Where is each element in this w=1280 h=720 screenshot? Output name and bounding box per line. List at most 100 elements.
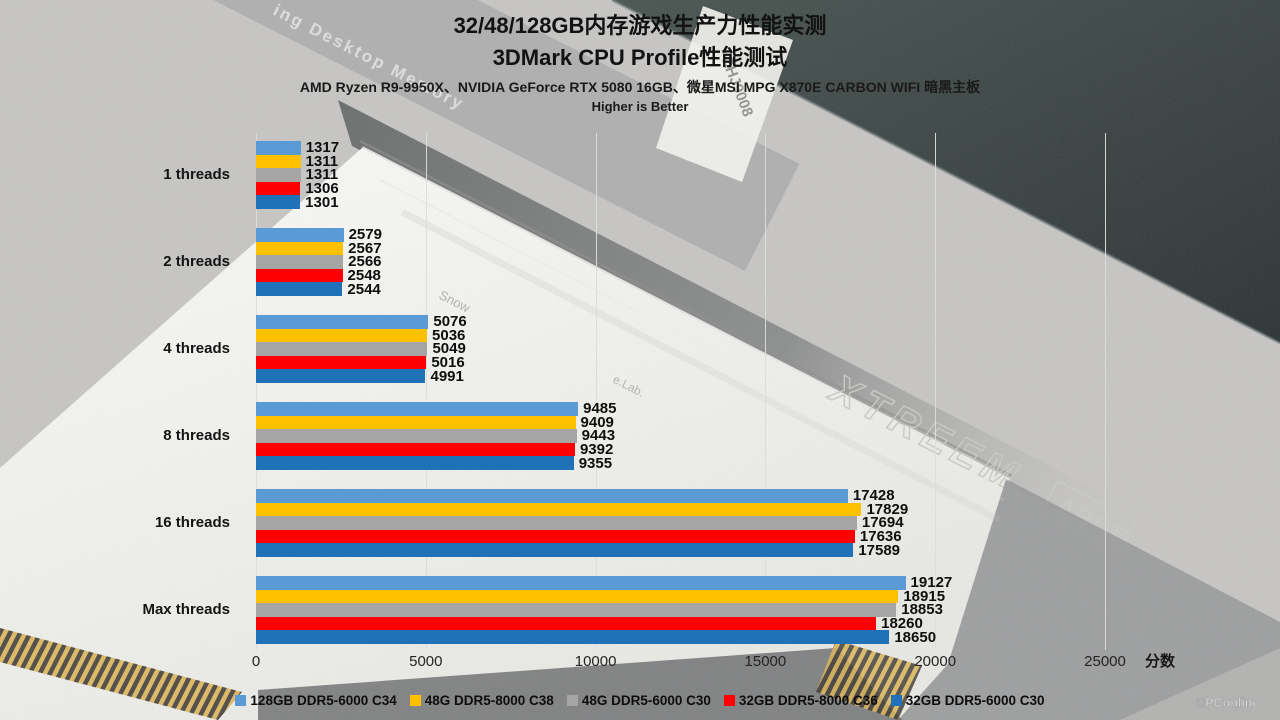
bar-group: 19127 18915 18853 18260 18650	[256, 574, 1105, 646]
bar	[256, 456, 574, 470]
plot-area: 1317 1311 1311 1306 1301 2579 2567 2566 2548 2544…	[256, 133, 1106, 650]
bar	[256, 355, 427, 370]
legend-label: 32GB DDR5-6000 C30	[905, 693, 1045, 708]
bar	[256, 489, 848, 503]
bar	[256, 402, 579, 416]
bar-value-label: 18650	[894, 628, 937, 646]
bar	[256, 328, 428, 343]
bar-value-label: 19127	[910, 574, 953, 592]
category-label: 16 threads	[154, 514, 230, 531]
bar-row: 2579	[256, 226, 1105, 244]
bar-row: 5076	[256, 314, 1105, 329]
bar-row: 1301	[256, 195, 1105, 210]
bar	[256, 529, 855, 544]
bar-value-label: 5036	[432, 326, 466, 344]
bar	[256, 342, 428, 356]
bar-value-label: 17428	[852, 487, 895, 505]
bar	[256, 369, 426, 383]
bar	[256, 543, 854, 557]
chart-subtitle: 3DMark CPU Profile性能测试	[492, 45, 788, 71]
bar-row: 9485	[256, 400, 1105, 418]
legend-swatch	[566, 695, 578, 706]
category-label: 1 threads	[163, 166, 230, 183]
legend-item: 48G DDR5-6000 C30	[566, 693, 711, 708]
category-label: 8 threads	[163, 427, 230, 444]
grid-line	[765, 133, 767, 650]
bar	[256, 315, 429, 329]
bar-value-label: 1311	[305, 152, 339, 170]
bar-group: 17428 17829 17694 17636 17589	[256, 487, 1105, 558]
bar-value-label: 2548	[347, 267, 381, 285]
bar-group: 2579 2567 2566 2548 2544	[256, 226, 1105, 297]
bar-group: 9485 9409 9443 9392 9355	[256, 400, 1105, 471]
grid-line	[595, 133, 597, 650]
legend-item: 32GB DDR5-6000 C30	[890, 693, 1045, 708]
category-label: 2 threads	[163, 253, 230, 270]
x-tick-label: 20000	[914, 653, 957, 670]
bar-row: 4991	[256, 369, 1105, 384]
bar	[256, 255, 344, 269]
bar-row: 18853	[256, 601, 1105, 619]
legend-swatch	[723, 695, 735, 706]
grid-line	[256, 133, 257, 650]
test-platform-info: AMD Ryzen R9-9950X、NVIDIA GeForce RTX 50…	[299, 78, 981, 95]
category-label: Max threads	[142, 601, 230, 618]
bar	[256, 442, 575, 457]
bar-row: 17694	[256, 515, 1105, 530]
bar	[256, 195, 301, 209]
legend-item: 32GB DDR5-8000 C36	[723, 693, 878, 708]
bar-row: 5049	[256, 340, 1105, 358]
bar-group: 5076 5036 5049 5016 4991	[256, 314, 1105, 384]
legend-label: 128GB DDR5-6000 C34	[250, 693, 397, 708]
bar-value-label: 2579	[348, 226, 382, 244]
bar	[256, 603, 897, 617]
x-axis: 0 5000 10000 15000 20000 25000 分数	[252, 653, 1216, 676]
bar-row: 5036	[256, 326, 1105, 344]
bar-value-label: 5016	[431, 354, 465, 372]
bar-row: 17829	[256, 502, 1105, 517]
bar	[256, 181, 301, 196]
bar-row: 17428	[256, 487, 1105, 505]
grid-line	[1105, 133, 1106, 650]
bar-value-label: 5049	[432, 340, 466, 358]
bar-row: 9409	[256, 413, 1105, 431]
bar-row: 17636	[256, 529, 1105, 544]
bar-row: 2566	[256, 254, 1105, 269]
higher-is-better-note: Higher is Better	[591, 98, 689, 114]
legend-swatch	[409, 695, 421, 706]
bar	[256, 415, 576, 430]
bar-value-label: 9392	[579, 441, 614, 459]
bar-value-label: 1317	[305, 139, 340, 157]
bar	[256, 141, 301, 155]
bar-row: 17589	[256, 543, 1105, 558]
bar-row: 18650	[256, 628, 1105, 646]
bar-row: 2548	[256, 267, 1105, 285]
bar	[256, 241, 344, 256]
x-tick-label: 5000	[409, 653, 443, 670]
legend-label: 32GB DDR5-8000 C36	[738, 693, 878, 708]
bar-value-label: 9485	[583, 400, 617, 418]
bar	[256, 154, 301, 169]
bar-row: 1317	[256, 139, 1105, 157]
bar-row: 1311	[256, 152, 1105, 170]
bar-value-label: 9409	[580, 413, 614, 431]
x-axis-unit-label: 分数	[1144, 653, 1176, 670]
bar	[256, 268, 343, 283]
bar-row: 9392	[256, 441, 1105, 459]
x-tick-label: 25000	[1084, 653, 1126, 670]
bar-value-label: 9443	[581, 427, 616, 445]
chart-title: 32/48/128GB内存游戏生产力性能实测	[453, 13, 827, 38]
legend-item: 128GB DDR5-6000 C34	[235, 693, 397, 708]
bar	[256, 616, 877, 631]
bar	[256, 589, 899, 604]
bar-value-label: 18853	[901, 601, 943, 619]
x-tick-label: 10000	[574, 653, 617, 670]
bar-row: 1306	[256, 181, 1105, 196]
legend-swatch	[890, 695, 902, 706]
bar	[256, 228, 344, 242]
bar-row: 9443	[256, 427, 1105, 445]
watermark: ©PConline	[1196, 696, 1259, 710]
bar-group: 1317 1311 1311 1306 1301	[256, 139, 1105, 210]
x-tick-label: 0	[251, 653, 261, 670]
bar-value-label: 18915	[903, 587, 946, 605]
